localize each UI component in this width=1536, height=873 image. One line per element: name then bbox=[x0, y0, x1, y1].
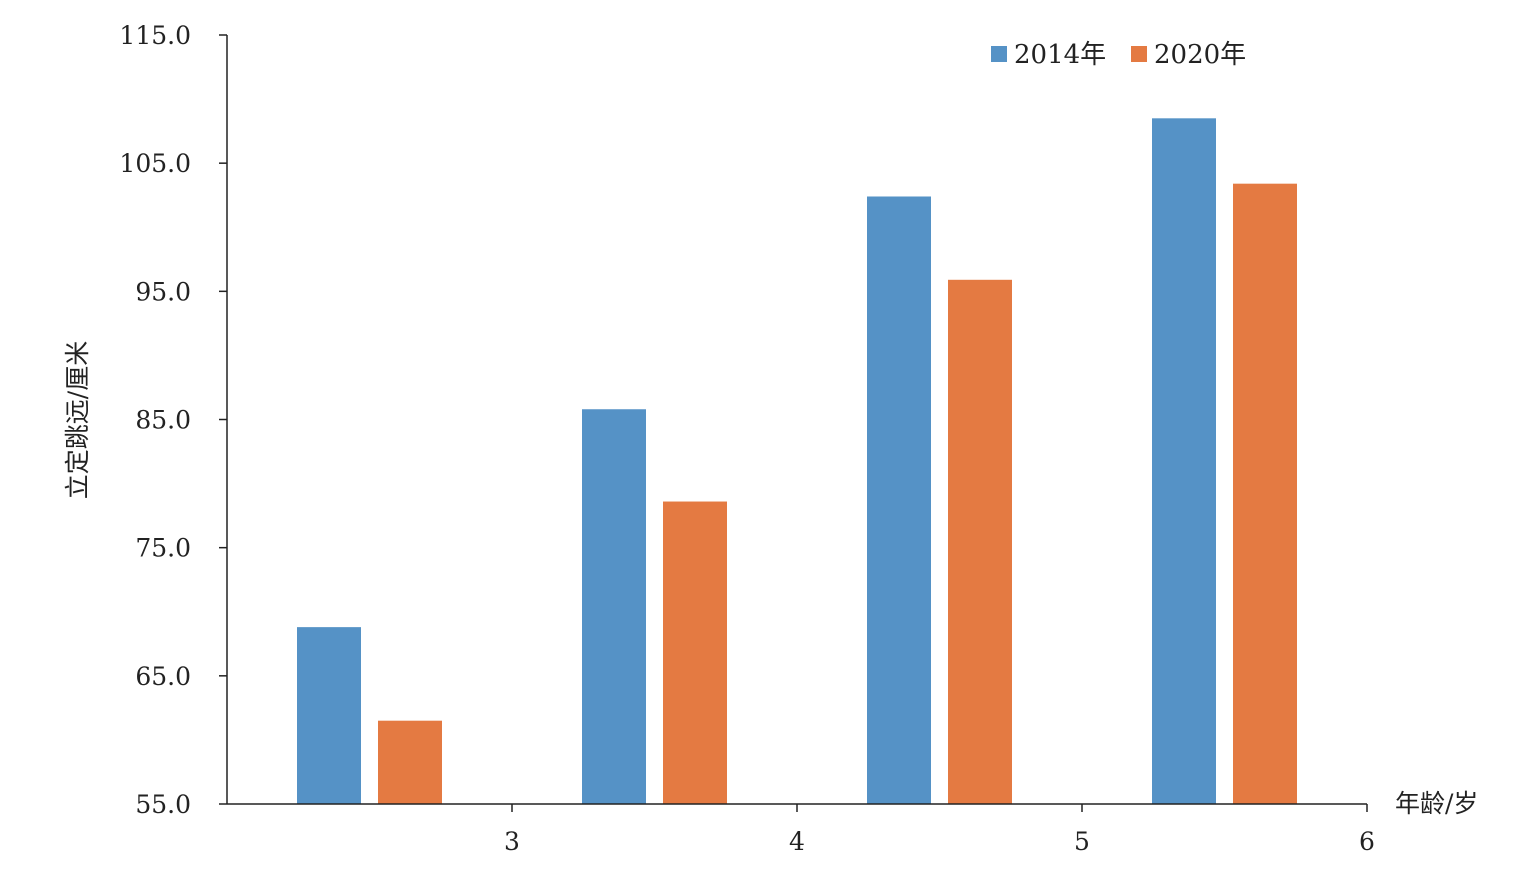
legend-item-2014年: 2014年 bbox=[991, 40, 1106, 70]
x-tick-label: 6 bbox=[1359, 827, 1375, 856]
y-tick-label: 85.0 bbox=[135, 406, 191, 435]
x-axis-title: 年龄/岁 bbox=[1395, 789, 1478, 818]
bar-2020年-1 bbox=[663, 501, 727, 804]
legend-swatch bbox=[1131, 46, 1147, 62]
bar-2020年-2 bbox=[948, 279, 1012, 804]
y-tick-label: 55.0 bbox=[135, 790, 191, 819]
bar-2020年-3 bbox=[1233, 183, 1297, 804]
legend-label: 2020年 bbox=[1154, 40, 1246, 70]
y-tick-label: 65.0 bbox=[135, 662, 191, 691]
y-tick-label: 105.0 bbox=[119, 149, 191, 178]
bar-2020年-0 bbox=[378, 720, 442, 804]
x-tick-label: 5 bbox=[1074, 827, 1090, 856]
legend-item-2020年: 2020年 bbox=[1131, 40, 1246, 70]
bars-layer bbox=[297, 118, 1297, 805]
legend-label: 2014年 bbox=[1014, 40, 1106, 70]
y-tick-label: 115.0 bbox=[119, 21, 191, 50]
legend-swatch bbox=[991, 46, 1007, 62]
bar-2014年-3 bbox=[1152, 118, 1216, 804]
legend: 2014年 2020年 bbox=[991, 40, 1246, 70]
tick-labels-layer: 55.0 65.0 75.0 85.0 95.0 105.0 115.0 3 4 5 6 bbox=[119, 21, 1375, 856]
y-tick-label: 95.0 bbox=[135, 277, 191, 306]
bar-2014年-2 bbox=[867, 196, 931, 805]
x-tick-label: 4 bbox=[789, 827, 805, 856]
axes-layer bbox=[219, 34, 1368, 812]
y-axis-title: 立定跳远/厘米 bbox=[63, 341, 92, 499]
y-tick-label: 75.0 bbox=[135, 534, 191, 563]
bar-2014年-1 bbox=[582, 409, 646, 804]
x-tick-label: 3 bbox=[504, 827, 520, 856]
bar-2014年-0 bbox=[297, 627, 361, 804]
